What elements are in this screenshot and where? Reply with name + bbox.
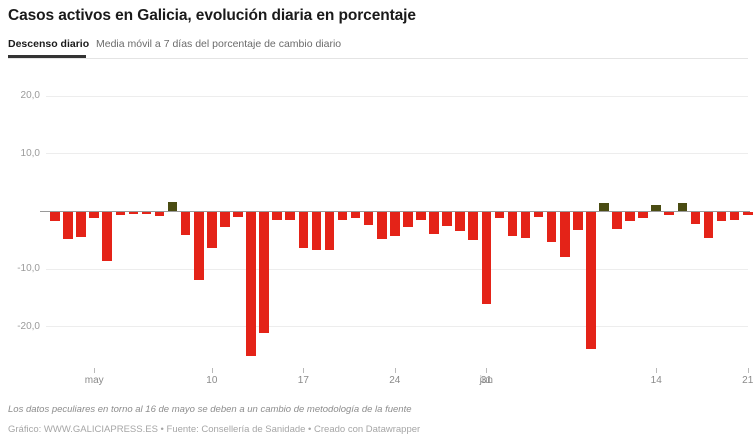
bar[interactable] <box>716 212 727 222</box>
bar[interactable] <box>625 212 635 222</box>
x-axis-tick <box>656 368 658 373</box>
x-axis-tick <box>303 368 305 373</box>
bar[interactable] <box>115 212 126 216</box>
y-axis-label: -20,0 <box>17 320 40 332</box>
plot-area: 20,0 10,0 -10,0 -20,0 may 10 17 24 31 jun 14 21 <box>17 90 756 386</box>
gridline-10 <box>46 153 748 155</box>
bar[interactable] <box>220 212 230 227</box>
bar[interactable] <box>272 212 282 221</box>
x-axis-label: 31 <box>480 375 492 386</box>
bar[interactable] <box>442 212 452 226</box>
bar[interactable] <box>259 212 269 334</box>
tab-active-underline <box>8 55 86 58</box>
bar[interactable] <box>742 212 753 215</box>
bar[interactable] <box>468 212 479 241</box>
bar[interactable] <box>664 212 675 215</box>
bar[interactable] <box>416 212 426 220</box>
gridline--20 <box>46 326 748 328</box>
bar[interactable] <box>729 212 740 220</box>
bar[interactable] <box>586 212 596 349</box>
bar[interactable] <box>390 212 400 237</box>
bar[interactable] <box>285 212 296 220</box>
tab-label: Media móvil a 7 días del porcentaje de c… <box>96 38 342 50</box>
bar[interactable] <box>651 204 661 212</box>
gridline--10 <box>46 268 748 270</box>
page-title: Casos activos en Galicia, evolución diar… <box>8 7 416 24</box>
chart-note: Los datos peculiares en torno al 16 de m… <box>8 404 412 415</box>
tab-label: Descenso diario <box>8 38 90 50</box>
bar[interactable] <box>154 212 165 217</box>
bar[interactable] <box>298 212 309 249</box>
chart-credit: Gráfico: WWW.GALICIAPRESS.ES • Fuente: C… <box>8 424 421 435</box>
bar[interactable] <box>573 212 583 231</box>
x-axis-label: 17 <box>297 375 309 386</box>
x-axis-label: 10 <box>206 375 218 386</box>
bar[interactable] <box>63 212 73 239</box>
tab-descenso-diario[interactable]: Descenso diario <box>8 36 89 52</box>
zero-axis-line <box>40 210 750 213</box>
bar[interactable] <box>246 212 256 357</box>
bar[interactable] <box>559 212 570 257</box>
bar[interactable] <box>677 203 688 212</box>
bar[interactable] <box>311 212 322 250</box>
x-axis-label: 14 <box>650 375 662 386</box>
bar[interactable] <box>50 212 60 221</box>
bar[interactable] <box>638 212 648 219</box>
x-axis-label: 24 <box>389 375 401 386</box>
bar[interactable] <box>76 212 86 238</box>
x-axis-tick <box>94 368 96 373</box>
bar[interactable] <box>690 212 701 225</box>
bar[interactable] <box>376 212 387 239</box>
bar[interactable] <box>193 212 204 280</box>
bar[interactable] <box>520 212 531 238</box>
x-axis-tick <box>211 368 213 373</box>
x-axis-tick <box>486 368 488 373</box>
bar[interactable] <box>599 202 609 212</box>
bar[interactable] <box>455 212 465 232</box>
y-axis-label: -10,0 <box>17 263 40 275</box>
bar[interactable] <box>403 212 413 227</box>
bar[interactable] <box>703 212 714 238</box>
x-axis-label: jun <box>479 375 493 386</box>
bar[interactable] <box>507 212 518 237</box>
bar[interactable] <box>337 212 348 220</box>
bar[interactable] <box>102 212 113 262</box>
bar[interactable] <box>350 212 361 219</box>
y-axis-label: 10,0 <box>20 147 40 159</box>
x-axis-tick <box>747 368 749 373</box>
bar[interactable] <box>612 212 622 230</box>
bar[interactable] <box>481 212 492 305</box>
bar[interactable] <box>207 212 217 248</box>
x-axis-tick <box>394 368 396 373</box>
tab-media-movil[interactable]: Media móvil a 7 días del porcentaje de c… <box>96 36 341 52</box>
bar[interactable] <box>233 212 243 218</box>
bar[interactable] <box>533 212 544 218</box>
bar[interactable] <box>180 212 191 236</box>
bar[interactable] <box>546 212 557 242</box>
bar[interactable] <box>324 212 335 251</box>
bar[interactable] <box>363 212 374 226</box>
bar[interactable] <box>89 212 99 218</box>
x-axis-label: 21 <box>742 375 754 386</box>
tab-bar: Descenso diario Media móvil a 7 días del … <box>8 36 748 58</box>
bar[interactable] <box>141 212 152 215</box>
y-axis-label: 20,0 <box>20 90 40 102</box>
tab-bar-divider <box>8 58 748 59</box>
bar[interactable] <box>128 212 139 215</box>
bar[interactable] <box>167 202 178 212</box>
bar[interactable] <box>494 212 505 218</box>
x-axis-label: may <box>84 375 104 386</box>
bar[interactable] <box>429 212 439 234</box>
gridline-20 <box>46 95 748 97</box>
